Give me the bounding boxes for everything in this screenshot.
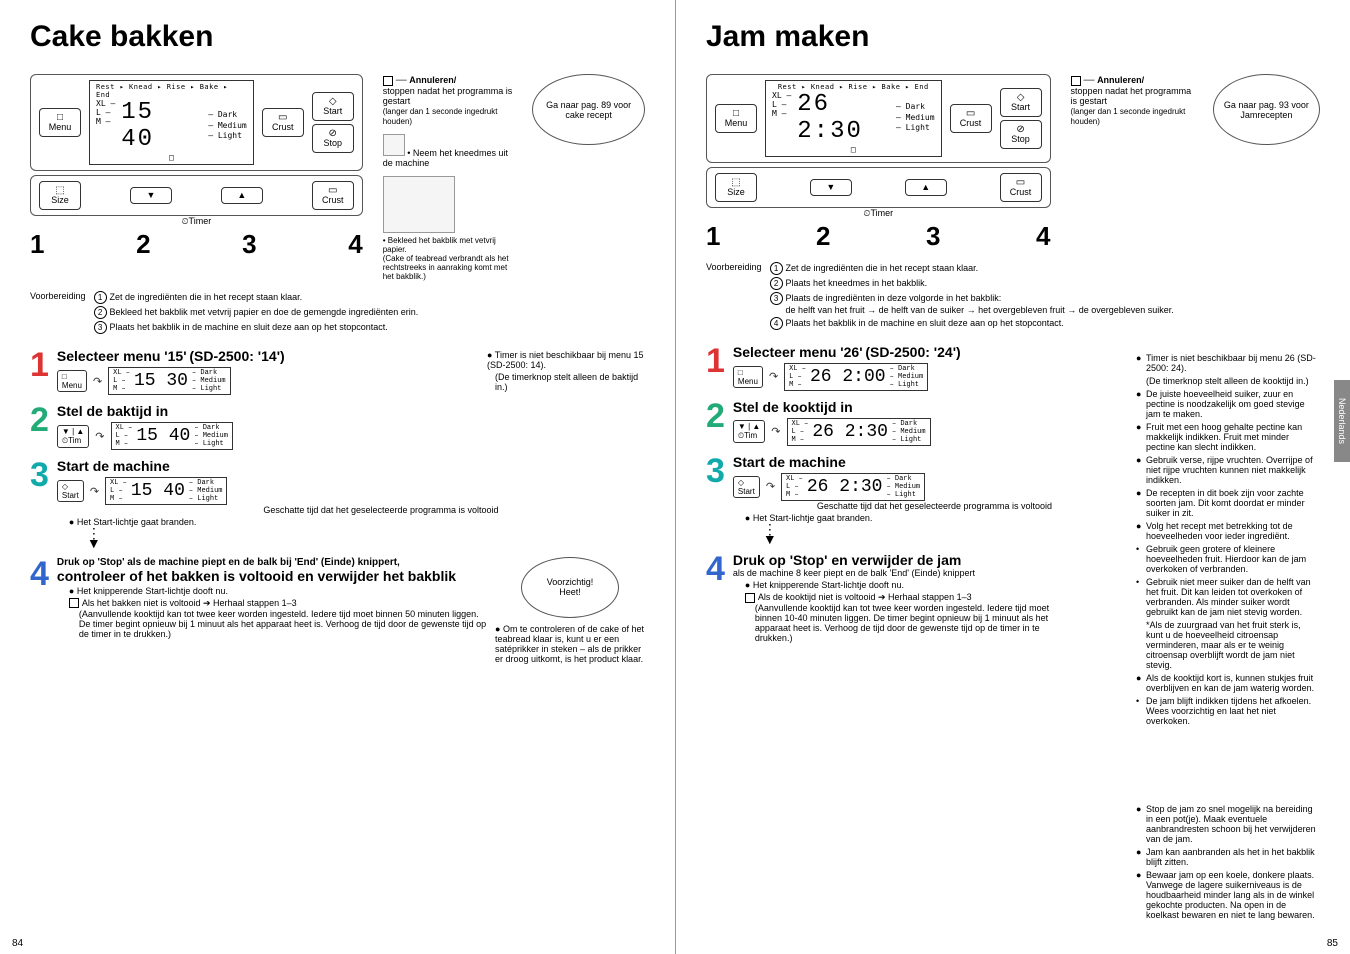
- step-1-number: 1: [30, 348, 49, 382]
- tip-item: Timer is niet beschikbaar bij menu 26 (S…: [1136, 353, 1320, 373]
- mini-lcd-2: XL – L – M – 15 40 – Dark – Medium – Lig…: [111, 422, 233, 450]
- timer-mini[interactable]: ▼ | ▲⏲Tim: [57, 425, 89, 448]
- up-button-r[interactable]: ▲: [905, 179, 947, 197]
- incomplete-note: Als het bakken niet is voltooid ➔ Herhaa…: [69, 598, 487, 609]
- step-3-r: 3 Start de machine ◇Start ↷ XL – L – M –…: [706, 454, 1076, 545]
- start-mini[interactable]: ◇Start: [57, 480, 84, 502]
- step-4: 4 Druk op 'Stop' als de machine piept en…: [30, 557, 645, 666]
- recipe-bubble-r: Ga naar pag. 93 voor Jamrecepten: [1213, 74, 1320, 145]
- page-number-right: 85: [1327, 938, 1338, 949]
- check-note: Om te controleren of de cake of het teab…: [495, 624, 645, 664]
- tip-item: (De timerknop stelt alleen de kooktijd i…: [1136, 376, 1320, 386]
- timer-note: Timer is niet beschikbaar bij menu 15 (S…: [487, 350, 645, 370]
- annul-note: — Annuleren/ stoppen nadat het programma…: [383, 74, 513, 281]
- step-4-r: 4 Druk op 'Stop' en verwijder de jam als…: [706, 552, 1076, 643]
- menu-button[interactable]: □Menu: [39, 108, 81, 137]
- control-panel-row: □Menu Rest ▸ Knead ▸ Rise ▸ Bake ▸ End X…: [30, 74, 645, 281]
- start-button-r[interactable]: ◇Start: [1000, 88, 1042, 117]
- left-title: Cake bakken: [30, 20, 645, 54]
- hot-bubble: Voorzichtig! Heet!: [521, 557, 619, 618]
- step-2-r: 2 Stel de kooktijd in ▼ | ▲⏲Tim ↷ XL – L…: [706, 399, 1076, 446]
- tips-list-1: Timer is niet beschikbaar bij menu 26 (S…: [1096, 353, 1320, 726]
- tip-item: Gebruik geen grotere of kleinere hoeveel…: [1136, 544, 1320, 574]
- tip-item: Gebruik verse, rijpe vruchten. Overrijpe…: [1136, 455, 1320, 485]
- mini-lcd-3: XL – L – M – 15 40 – Dark – Medium – Lig…: [105, 477, 227, 505]
- timer-label-r: ⏲Timer: [706, 208, 1051, 219]
- mini-lcd-1: XL – L – M – 15 30 – Dark – Medium – Lig…: [108, 367, 230, 395]
- tip-item: Bewaar jam op een koele, donkere plaats.…: [1136, 870, 1320, 920]
- crust-button-r2[interactable]: ▭Crust: [1000, 173, 1042, 202]
- tip-item: De jam blijft indikken tijdens het afkoe…: [1136, 696, 1320, 726]
- dots-icon: ⋮▼: [87, 529, 645, 549]
- down-button-r[interactable]: ▼: [810, 179, 852, 197]
- crust-button-r[interactable]: ▭Crust: [950, 104, 992, 133]
- stop-button[interactable]: ⊘Stop: [312, 124, 354, 153]
- tip-item: Gebruik niet meer suiker dan de helft va…: [1136, 577, 1320, 617]
- start-light: Het Start-lichtje gaat branden.: [69, 517, 645, 527]
- recipe-bubble: Ga naar pag. 89 voor cake recept: [532, 74, 645, 145]
- tip-item: Jam kan aanbranden als het in het bakbli…: [1136, 847, 1320, 867]
- step-3-number: 3: [30, 458, 49, 492]
- tips-column: Timer is niet beschikbaar bij menu 26 (S…: [1086, 344, 1320, 929]
- size-button[interactable]: ⬚Size: [39, 181, 81, 210]
- start-button[interactable]: ◇Start: [312, 92, 354, 121]
- step-3: 3 Start de machine ◇Start ↷ XL – L – M –…: [30, 458, 645, 549]
- crust-button-2[interactable]: ▭Crust: [312, 181, 354, 210]
- crust-button[interactable]: ▭Crust: [262, 108, 304, 137]
- right-page: Jam maken □Menu Rest ▸ Knead ▸ Rise ▸ Ba…: [675, 0, 1350, 954]
- size-button-r[interactable]: ⬚Size: [715, 173, 757, 202]
- control-panel-r: □Menu Rest ▸ Knead ▸ Rise ▸ Bake ▸ End X…: [706, 74, 1051, 252]
- lcd-display-r: Rest ▸ Knead ▸ Rise ▸ Bake ▸ End XL – L …: [765, 80, 942, 157]
- image-caption: • Bekleed het bakblik met vetvrij papier…: [383, 236, 513, 281]
- page-number-left: 84: [12, 938, 23, 949]
- language-tab: Nederlands: [1334, 380, 1350, 462]
- right-title: Jam maken: [706, 20, 1320, 54]
- step-numbers: 1 2 3 4: [30, 229, 363, 260]
- down-button[interactable]: ▼: [130, 187, 172, 205]
- tip-item: Fruit met een hoog gehalte pectine kan m…: [1136, 422, 1320, 452]
- timer-label: ⏲Timer: [30, 216, 363, 227]
- annul-note-r: — Annuleren/ stoppen nadat het programma…: [1071, 74, 1193, 126]
- menu-mini-r[interactable]: □Menu: [733, 366, 763, 388]
- lcd-display: Rest ▸ Knead ▸ Rise ▸ Bake ▸ End XL – L …: [89, 80, 254, 165]
- step-numbers-r: 1 2 3 4: [706, 221, 1051, 252]
- control-panel: □Menu Rest ▸ Knead ▸ Rise ▸ Bake ▸ End X…: [30, 74, 363, 260]
- kneedmes-note: • Neem het kneedmes uit de machine: [383, 134, 513, 168]
- step-4-number: 4: [30, 557, 49, 591]
- timer-mini-r[interactable]: ▼ | ▲⏲Tim: [733, 420, 765, 443]
- step-2-number: 2: [30, 403, 49, 437]
- light-off: Het knipperende Start-lichtje dooft nu.: [69, 586, 487, 596]
- tip-item: Stop de jam zo snel mogelijk na bereidin…: [1136, 804, 1320, 844]
- tip-item: Volg het recept met betrekking tot de ho…: [1136, 521, 1320, 541]
- est-time: Geschatte tijd dat het geselecteerde pro…: [117, 505, 645, 515]
- bakblik-image: [383, 176, 455, 233]
- step-1-r: 1 Selecteer menu '26' (SD-2500: '24') □M…: [706, 344, 1076, 391]
- tip-item: De juiste hoeveelheid suiker, zuur en pe…: [1136, 389, 1320, 419]
- tip-item: *Als de zuurgraad van het fruit sterk is…: [1136, 620, 1320, 670]
- preparation: Voorbereiding 1Zet de ingrediënten die i…: [30, 291, 645, 336]
- left-page: Cake bakken □Menu Rest ▸ Knead ▸ Rise ▸ …: [0, 0, 675, 954]
- step-1: 1 Selecteer menu '15' (SD-2500: '14') □M…: [30, 348, 645, 395]
- timer-note-2: (De timerknop stelt alleen de baktijd in…: [495, 372, 645, 392]
- up-button[interactable]: ▲: [221, 187, 263, 205]
- tip-item: De recepten in dit boek zijn voor zachte…: [1136, 488, 1320, 518]
- preparation-r: Voorbereiding 1Zet de ingrediënten die i…: [706, 262, 1320, 332]
- step-2: 2 Stel de baktijd in ▼ | ▲⏲Tim ↷ XL – L …: [30, 403, 645, 450]
- menu-button-r[interactable]: □Menu: [715, 104, 757, 133]
- extra-time: (Aanvullende kooktijd kan tot twee keer …: [79, 609, 487, 639]
- menu-mini[interactable]: □Menu: [57, 370, 87, 392]
- start-mini-r[interactable]: ◇Start: [733, 476, 760, 498]
- tip-item: Als de kooktijd kort is, kunnen stukjes …: [1136, 673, 1320, 693]
- control-panel-row-r: □Menu Rest ▸ Knead ▸ Rise ▸ Bake ▸ End X…: [706, 74, 1320, 252]
- tips-list-2: Stop de jam zo snel mogelijk na bereidin…: [1096, 804, 1320, 920]
- stop-button-r[interactable]: ⊘Stop: [1000, 120, 1042, 149]
